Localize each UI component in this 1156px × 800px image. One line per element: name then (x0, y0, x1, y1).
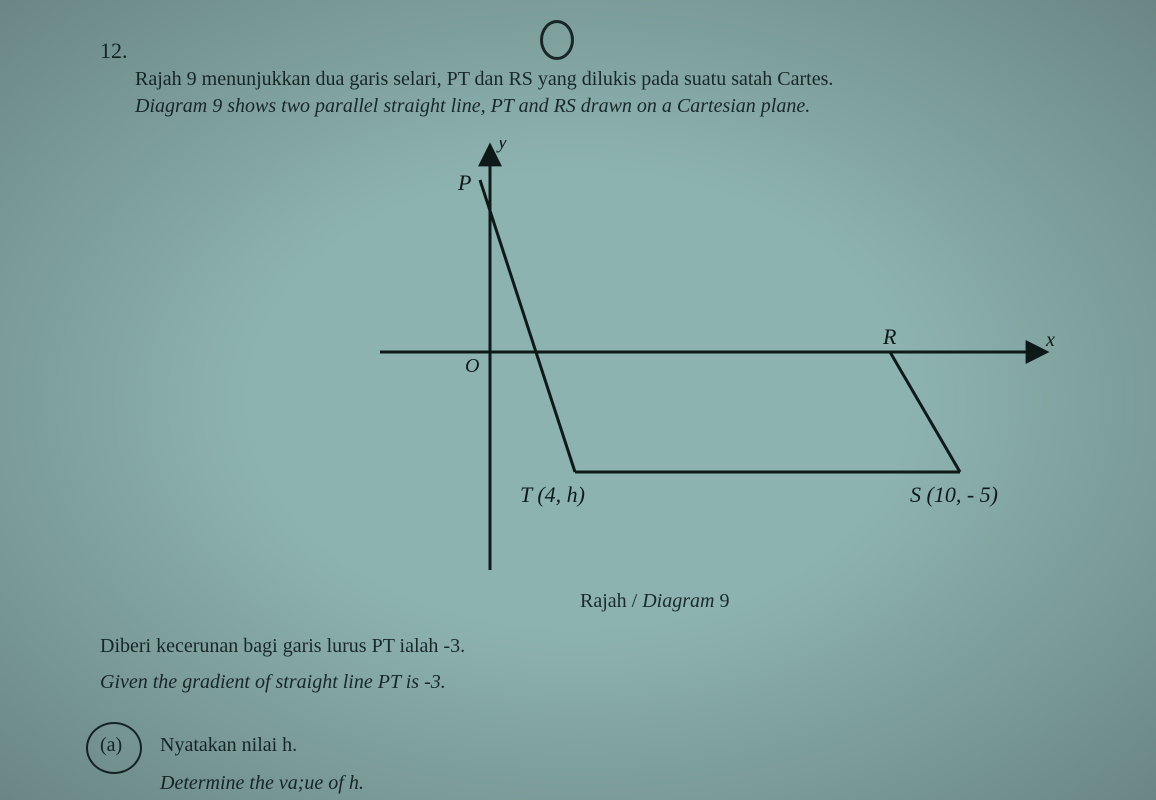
point-R-label: R (882, 324, 897, 349)
point-T-label: T (4, h) (520, 482, 585, 507)
caption-num: 9 (714, 590, 729, 612)
diagram-svg: y x O P R T (4, h) S (10, - 5) (340, 140, 1060, 580)
point-S-label: S (10, - 5) (910, 482, 998, 507)
intro-english: Diagram 9 shows two parallel straight li… (135, 93, 1096, 120)
handwritten-circle-icon (540, 20, 574, 60)
origin-label: O (465, 355, 479, 377)
exam-page: 12. Rajah 9 menunjukkan dua garis selari… (100, 20, 1056, 780)
question-intro: Rajah 9 menunjukkan dua garis selari, PT… (135, 66, 1096, 120)
caption-sep: / (627, 590, 643, 612)
question-body: Diberi kecerunan bagi garis lurus PT ial… (100, 628, 1056, 700)
given-malay: Diberi kecerunan bagi garis lurus PT ial… (100, 628, 1056, 664)
cartesian-diagram: y x O P R T (4, h) S (10, - 5) (340, 140, 1060, 580)
caption-ms: Rajah (580, 590, 627, 612)
question-number: 12. (100, 38, 128, 64)
diagram-caption: Rajah / Diagram 9 (580, 590, 729, 613)
line-PT (480, 180, 575, 472)
intro-malay: Rajah 9 menunjukkan dua garis selari, PT… (135, 66, 1096, 93)
part-a-malay: Nyatakan nilai h. (160, 734, 297, 757)
y-axis-label: y (496, 140, 507, 153)
part-a-english: Determine the va;ue of h. (160, 772, 364, 795)
line-RS (890, 352, 960, 472)
caption-en: Diagram (642, 590, 714, 612)
part-a-label: (a) (100, 734, 122, 757)
x-axis-label: x (1045, 329, 1055, 351)
given-english: Given the gradient of straight line PT i… (100, 664, 1056, 700)
point-P-label: P (457, 170, 471, 195)
